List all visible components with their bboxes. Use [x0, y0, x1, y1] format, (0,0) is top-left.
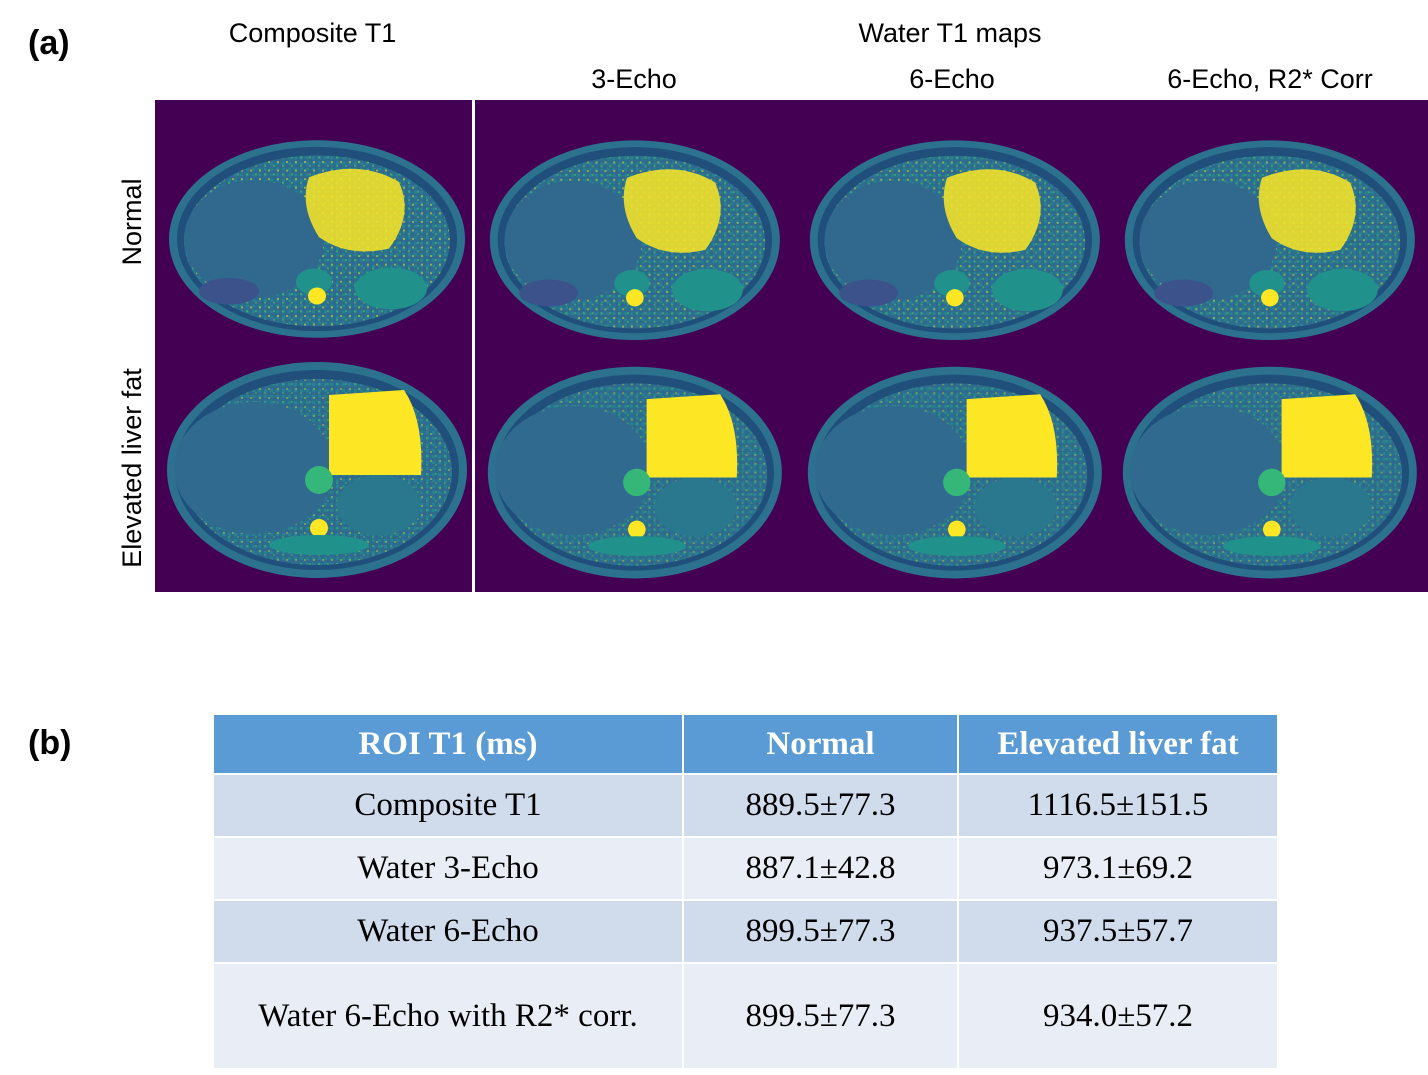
mri-scans [167, 100, 1417, 592]
elevated-value: 1116.5±151.5 [957, 773, 1279, 838]
column-header-elevated: Elevated liver fat [957, 713, 1279, 775]
scan-6-echo-normal [809, 140, 1100, 341]
column-header-normal: Normal [682, 713, 959, 775]
header-6-echo: 6-Echo [909, 64, 995, 94]
column-header-roi: ROI T1 (ms) [212, 713, 684, 775]
table-row: Water 3-Echo 887.1±42.8 973.1±69.2 [212, 836, 1279, 901]
divider-line [472, 100, 475, 592]
scan-6-echo-r2-normal [1124, 140, 1415, 341]
scan-composite-fat [167, 362, 467, 578]
mri-image-grid [155, 100, 1428, 592]
row-name: Water 6-Echo [212, 899, 684, 964]
panel-b-label: (b) [28, 724, 72, 762]
table-row: Water 6-Echo 899.5±77.3 937.5±57.7 [212, 899, 1279, 964]
row-name: Composite T1 [212, 773, 684, 838]
header-6-echo-r2-corr: 6-Echo, R2* Corr [1167, 64, 1373, 94]
normal-value: 899.5±77.3 [682, 962, 959, 1070]
row-name: Water 6-Echo with R2* corr. [212, 962, 684, 1070]
header-water-t1-maps: Water T1 maps [858, 18, 1042, 48]
elevated-value: 973.1±69.2 [957, 836, 1279, 901]
scan-3-echo-normal [489, 140, 780, 341]
scan-3-echo-fat [487, 366, 782, 579]
normal-value: 887.1±42.8 [682, 836, 959, 901]
scan-6-echo-fat [807, 366, 1102, 579]
roi-t1-table: ROI T1 (ms) Normal Elevated liver fat Co… [212, 713, 1279, 1070]
normal-value: 889.5±77.3 [682, 773, 959, 838]
normal-value: 899.5±77.3 [682, 899, 959, 964]
elevated-value: 937.5±57.7 [957, 899, 1279, 964]
scan-composite-normal [169, 140, 465, 338]
elevated-value: 934.0±57.2 [957, 962, 1279, 1070]
table-row: Composite T1 889.5±77.3 1116.5±151.5 [212, 773, 1279, 838]
header-3-echo: 3-Echo [591, 64, 677, 94]
table-header-row: ROI T1 (ms) Normal Elevated liver fat [212, 713, 1279, 775]
table-row: Water 6-Echo with R2* corr. 899.5±77.3 9… [212, 962, 1279, 1070]
panel-a-label: (a) [28, 24, 70, 62]
scan-6-echo-r2-fat [1122, 366, 1417, 579]
header-composite-t1: Composite T1 [228, 18, 397, 48]
row-label-elevated-liver-fat: Elevated liver fat [117, 368, 147, 568]
row-name: Water 3-Echo [212, 836, 684, 901]
